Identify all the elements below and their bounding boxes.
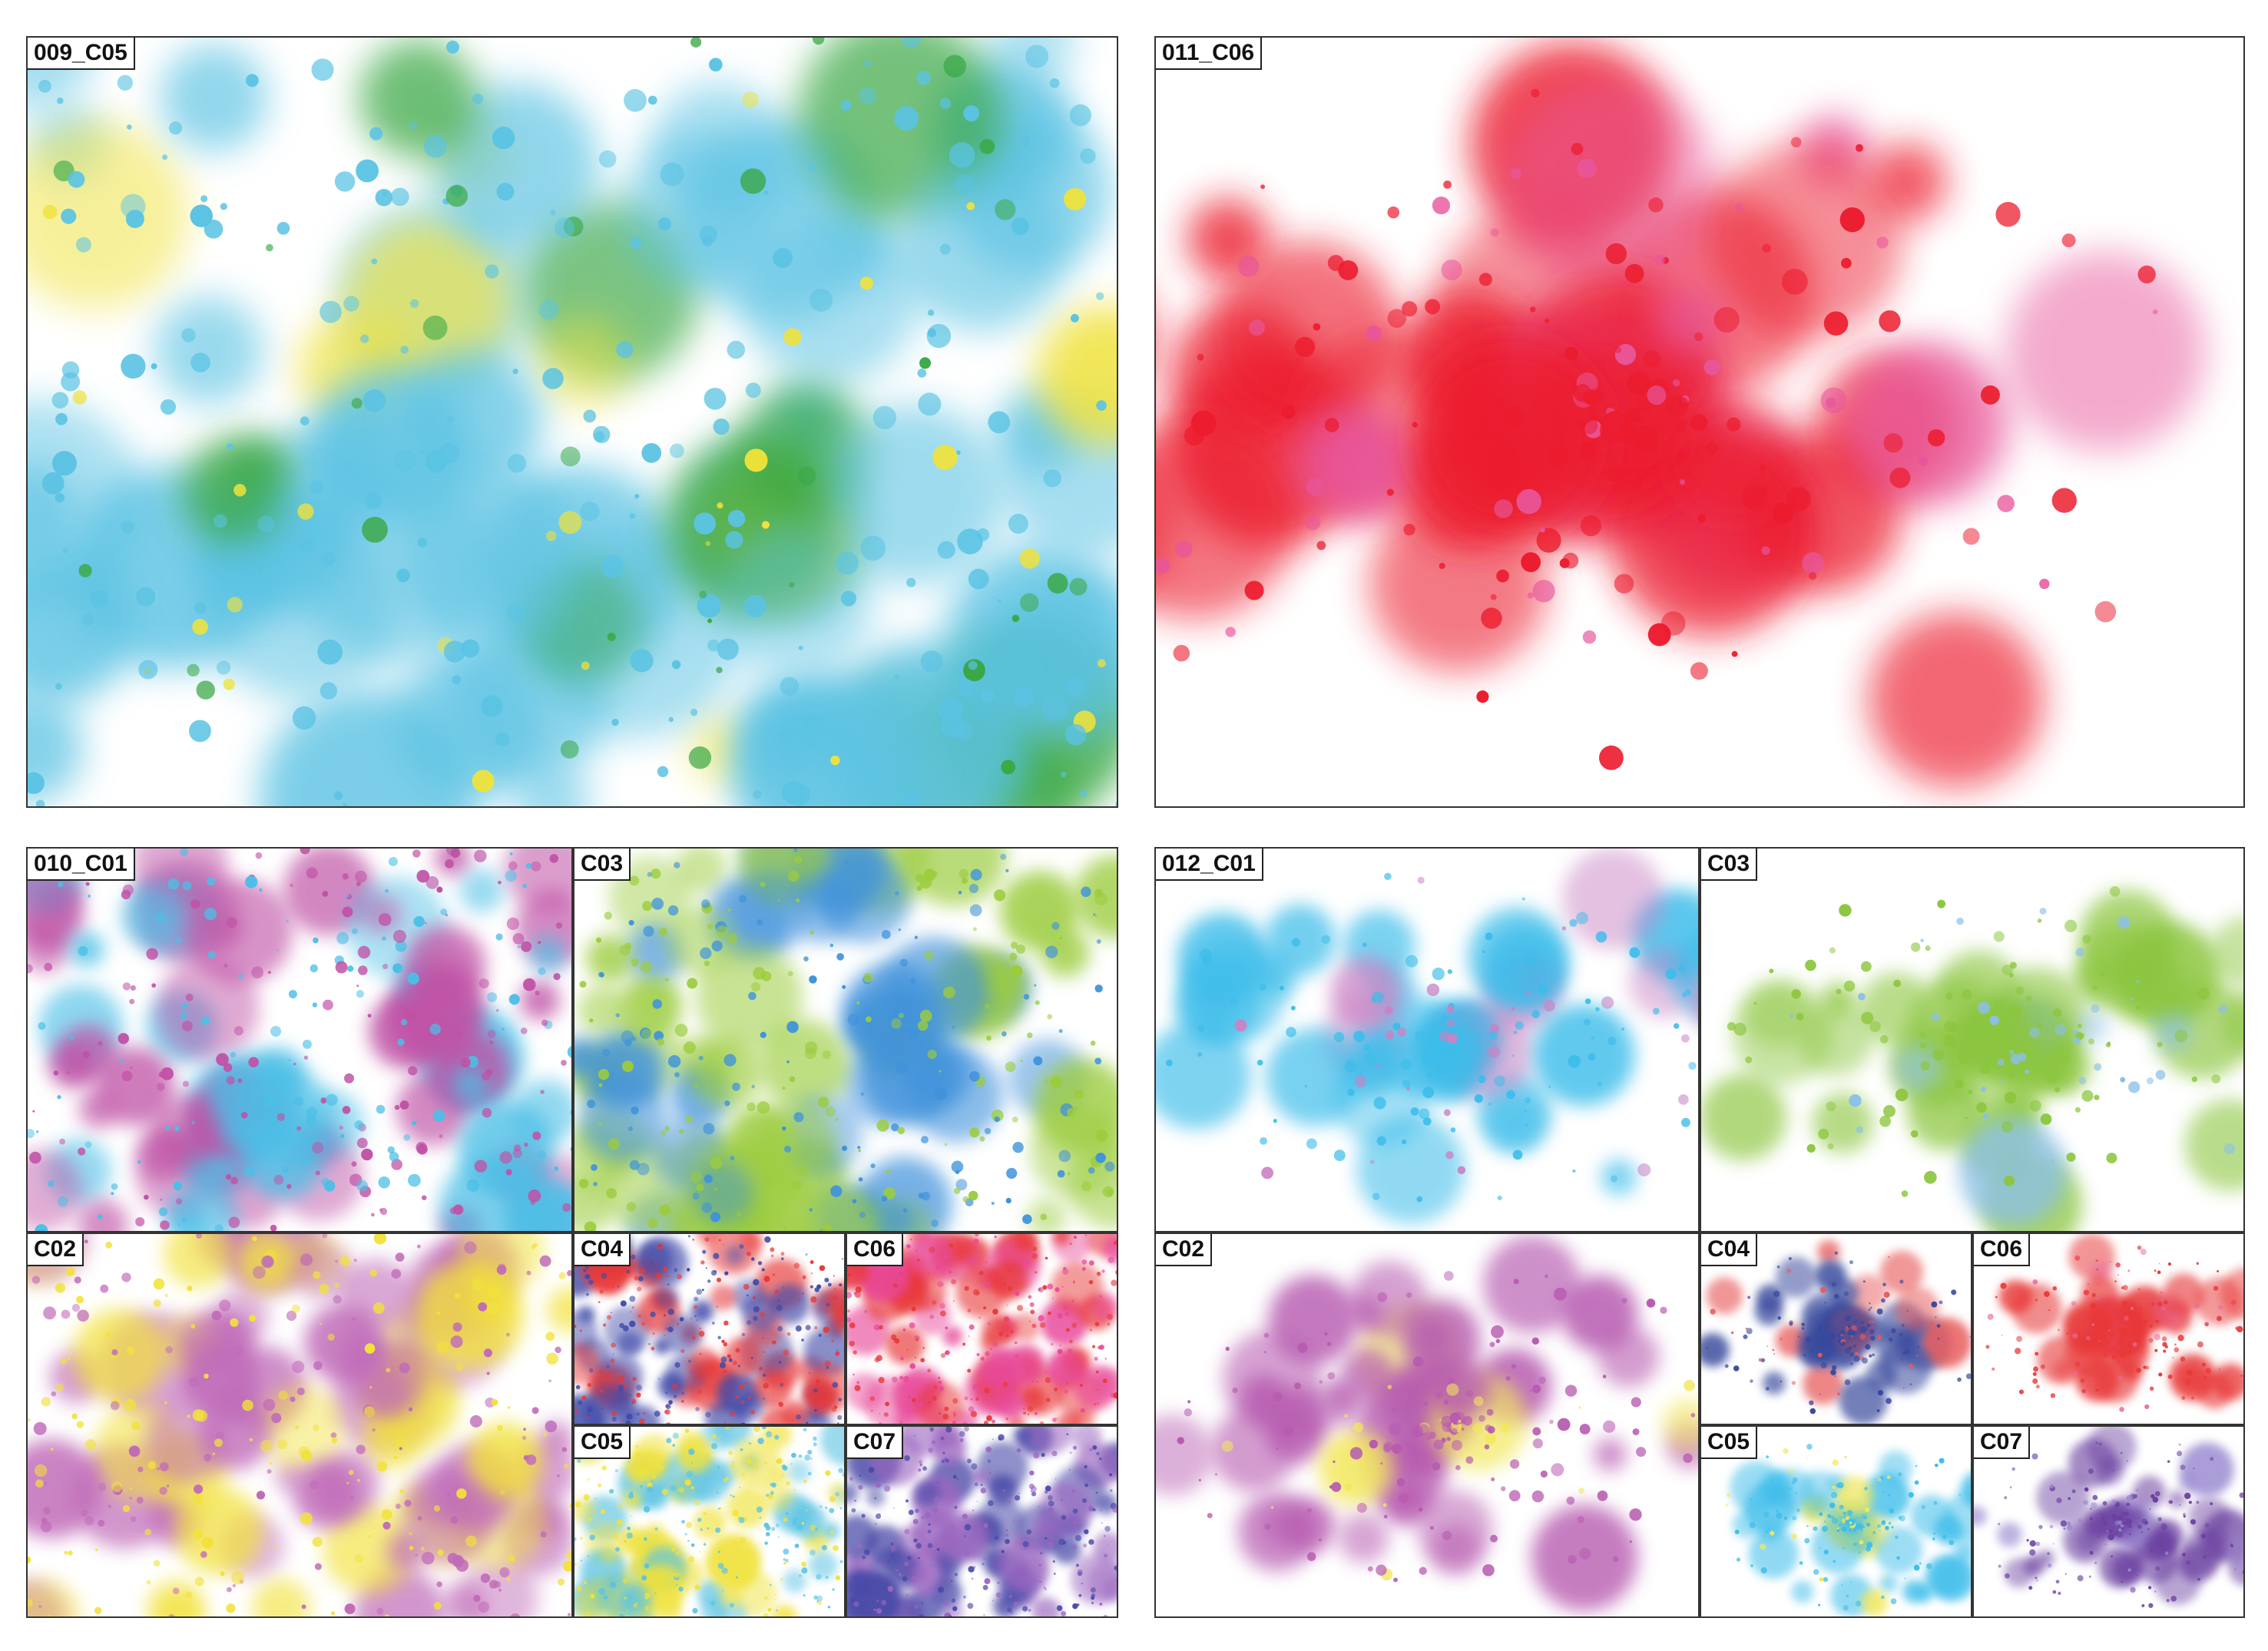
panel-label: C06 [1974, 1234, 2031, 1266]
texture-panel: C03 [573, 847, 1118, 1232]
panel-label: C02 [1156, 1234, 1213, 1266]
texture-panel: C04 [573, 1232, 846, 1425]
texture [574, 1427, 844, 1616]
texture-panel: C06 [1972, 1232, 2245, 1425]
texture-panel: C02 [1154, 1232, 1700, 1618]
texture-panel: C04 [1700, 1232, 1972, 1425]
texture-panel: C02 [26, 1232, 573, 1618]
panel-label: 011_C06 [1156, 38, 1263, 70]
panel-label: C07 [847, 1427, 904, 1459]
panel-label: C05 [1701, 1427, 1758, 1459]
texture [1156, 1235, 1698, 1611]
texture-panel: 011_C06 [1154, 36, 2245, 808]
texture [1701, 886, 2243, 1231]
texture [28, 1234, 571, 1616]
panel-label: C04 [1701, 1234, 1758, 1266]
texture [1985, 1234, 2243, 1412]
texture [847, 1234, 1117, 1424]
texture [28, 849, 571, 1231]
panel-label: 010_C01 [28, 849, 135, 881]
texture [1156, 42, 2207, 788]
texture [28, 38, 1117, 806]
panel-label: C07 [1974, 1427, 2031, 1459]
texture-panel: C03 [1700, 847, 2245, 1232]
texture-panel: C07 [1972, 1425, 2245, 1618]
texture-panel: 012_C01 [1154, 847, 1700, 1232]
texture [1974, 1427, 2243, 1608]
panel-label: C04 [574, 1234, 631, 1266]
panel-label: 012_C01 [1156, 849, 1263, 881]
texture-panel: C07 [846, 1425, 1118, 1618]
texture [574, 849, 1117, 1231]
panel-label: C03 [574, 849, 631, 881]
panel-label: C03 [1701, 849, 1758, 881]
texture-panel: C06 [846, 1232, 1118, 1425]
texture [1701, 1239, 1971, 1424]
texture-panel: C05 [1700, 1425, 1972, 1618]
panel-label: 009_C05 [28, 38, 135, 70]
texture [1156, 849, 1698, 1224]
texture-panel: 009_C05 [26, 36, 1118, 808]
texture-panel: C05 [573, 1425, 846, 1618]
texture [847, 1427, 1117, 1616]
texture [1725, 1444, 1971, 1616]
panel-label: C06 [847, 1234, 904, 1266]
texture-panel: 010_C01 [26, 847, 573, 1232]
panel-label: C02 [28, 1234, 84, 1266]
panel-label: C05 [574, 1427, 631, 1459]
